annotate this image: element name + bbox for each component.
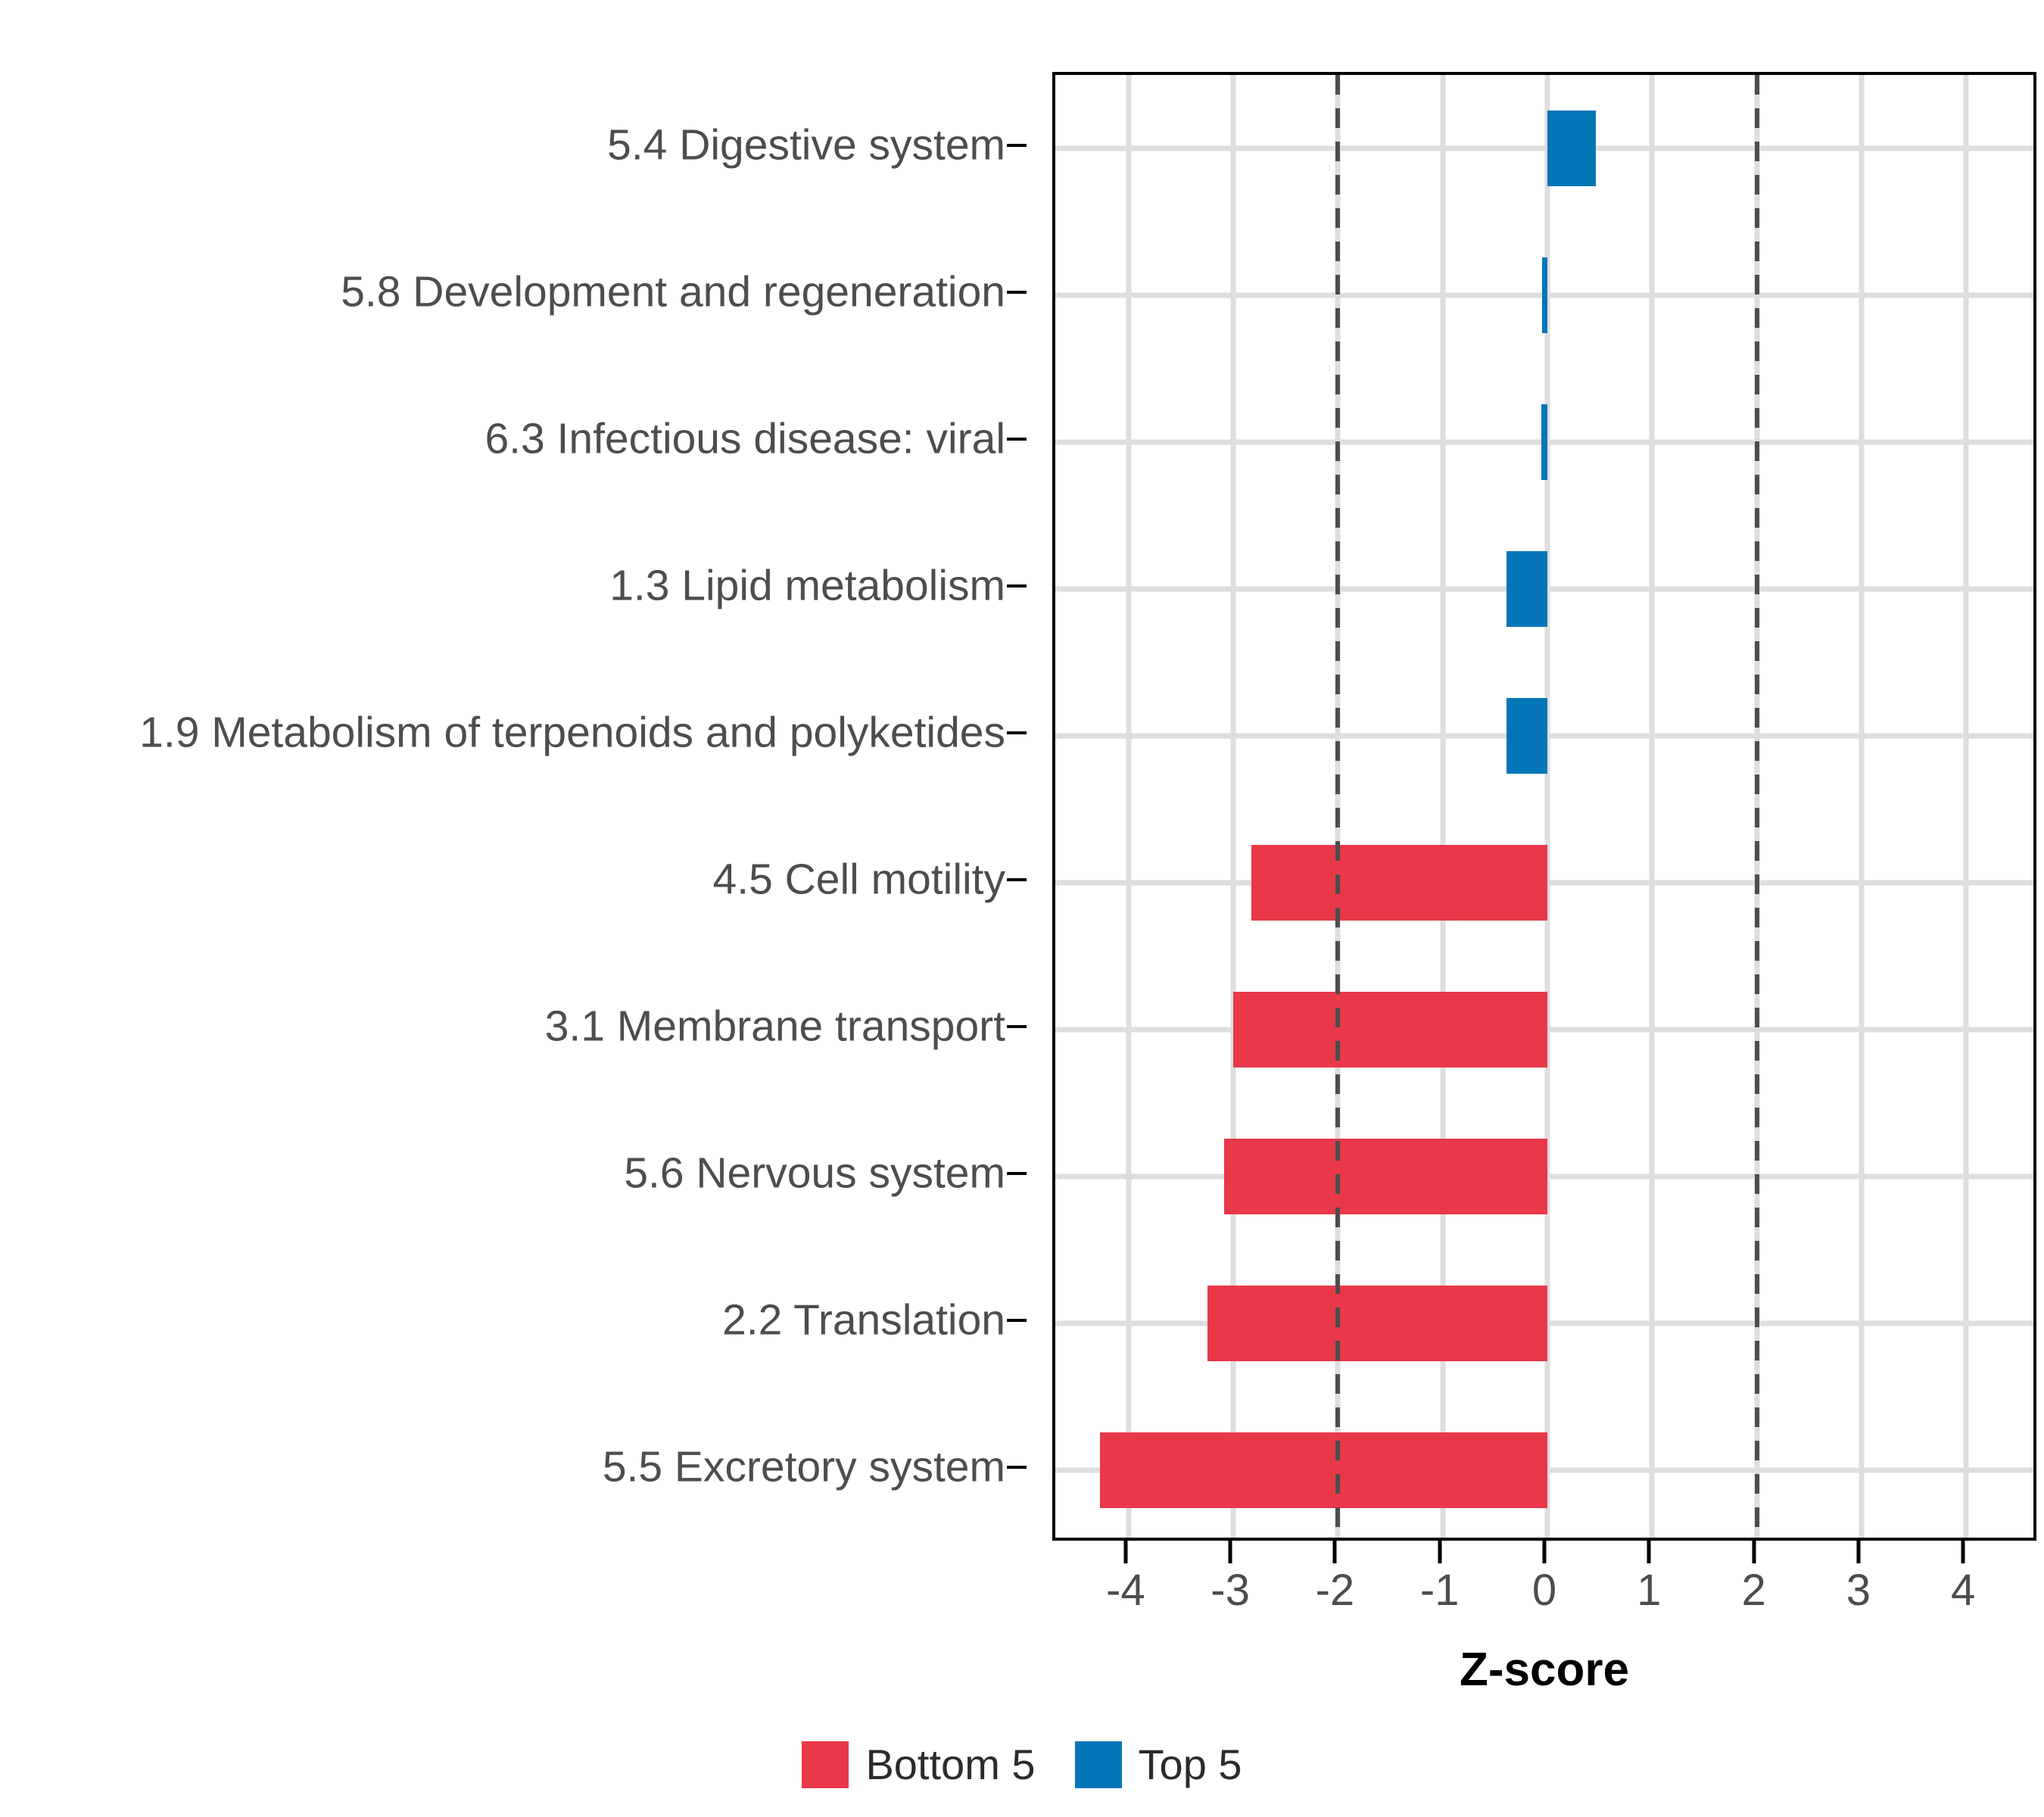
x-axis-tick bbox=[1542, 1541, 1547, 1563]
gridline-vertical bbox=[1126, 75, 1132, 1538]
y-axis-tick bbox=[1007, 1319, 1027, 1322]
x-axis-tick-label: 1 bbox=[1637, 1566, 1662, 1615]
x-axis-tick bbox=[1332, 1541, 1337, 1563]
x-axis-tick bbox=[1228, 1541, 1232, 1563]
y-axis-label: 5.6 Nervous system bbox=[624, 1148, 1005, 1198]
bar bbox=[1251, 845, 1547, 921]
x-axis-tick-label: -2 bbox=[1315, 1566, 1355, 1615]
y-axis-tick bbox=[1007, 1172, 1027, 1175]
bar bbox=[1223, 1139, 1547, 1214]
bar bbox=[1207, 1286, 1547, 1361]
y-axis-tick bbox=[1007, 438, 1027, 441]
x-axis-tick-label: -3 bbox=[1211, 1566, 1250, 1615]
x-axis-tick bbox=[1123, 1541, 1128, 1563]
gridline-vertical bbox=[1859, 75, 1865, 1538]
x-axis-tick bbox=[1961, 1541, 1965, 1563]
reference-line bbox=[1754, 75, 1759, 1538]
legend-label: Top 5 bbox=[1138, 1741, 1242, 1788]
plot-panel bbox=[1052, 72, 2036, 1541]
x-axis-title: Z-score bbox=[1460, 1644, 1629, 1696]
x-axis-ticks bbox=[1052, 1541, 2036, 1566]
x-axis-tick-label: 4 bbox=[1951, 1566, 1976, 1615]
gridline-horizontal bbox=[1055, 145, 2033, 151]
x-axis-tick-label: -1 bbox=[1419, 1566, 1460, 1615]
y-axis-label: 6.3 Infectious disease: viral bbox=[485, 414, 1005, 463]
legend-swatch bbox=[802, 1741, 849, 1788]
x-axis-tick bbox=[1647, 1541, 1651, 1563]
legend-swatch bbox=[1074, 1741, 1122, 1788]
x-axis-tick bbox=[1856, 1541, 1861, 1563]
bar bbox=[1507, 698, 1547, 774]
x-axis-tick-labels: -4 -3 -2 -1 0 1 2 3 4 bbox=[1052, 1569, 2036, 1629]
y-axis-label: 5.8 Development and regeneration bbox=[341, 267, 1005, 316]
y-axis-tick bbox=[1007, 1025, 1027, 1028]
x-axis-tick-label: -4 bbox=[1106, 1566, 1145, 1615]
y-axis-label: 5.5 Excretory system bbox=[602, 1442, 1005, 1491]
legend-label: Bottom 5 bbox=[865, 1741, 1036, 1788]
y-axis-label: 3.1 Membrane transport bbox=[544, 1002, 1005, 1051]
y-axis-tick bbox=[1007, 291, 1027, 294]
y-axis-tick bbox=[1007, 1466, 1027, 1469]
y-axis-label: 4.5 Cell motility bbox=[712, 855, 1005, 904]
y-axis-labels: 5.4 Digestive system 5.8 Development and … bbox=[0, 72, 1037, 1541]
gridline-vertical bbox=[1230, 75, 1236, 1538]
y-axis-label: 1.3 Lipid metabolism bbox=[609, 561, 1005, 610]
x-axis-tick bbox=[1752, 1541, 1756, 1563]
gridline-vertical bbox=[1440, 75, 1446, 1538]
y-axis-tick bbox=[1007, 144, 1027, 147]
gridline-vertical bbox=[1544, 75, 1550, 1538]
y-axis-label: 1.9 Metabolism of terpenoids and polyket… bbox=[139, 708, 1005, 757]
legend-item[interactable]: Bottom 5 bbox=[802, 1741, 1036, 1788]
y-axis-tick bbox=[1007, 584, 1027, 587]
gridline-vertical bbox=[1963, 75, 1969, 1538]
x-axis-tick-label: 3 bbox=[1846, 1566, 1871, 1615]
gridline-vertical bbox=[1649, 75, 1655, 1538]
legend: Bottom 5 Top 5 bbox=[0, 1741, 2044, 1788]
x-axis-tick bbox=[1438, 1541, 1442, 1563]
x-axis-tick-label: 0 bbox=[1531, 1566, 1557, 1615]
y-axis-tick bbox=[1007, 878, 1027, 881]
legend-item[interactable]: Top 5 bbox=[1074, 1741, 1242, 1788]
reference-line bbox=[1335, 75, 1341, 1538]
bar bbox=[1507, 551, 1547, 627]
bar bbox=[1233, 992, 1547, 1067]
y-axis-label: 2.2 Translation bbox=[722, 1295, 1005, 1345]
bar bbox=[1547, 111, 1596, 186]
y-axis-label: 5.4 Digestive system bbox=[607, 120, 1005, 170]
bar bbox=[1100, 1432, 1547, 1508]
x-axis-tick-label: 2 bbox=[1741, 1566, 1766, 1615]
bar bbox=[1541, 404, 1547, 480]
bar bbox=[1542, 257, 1547, 333]
y-axis-tick bbox=[1007, 731, 1027, 734]
